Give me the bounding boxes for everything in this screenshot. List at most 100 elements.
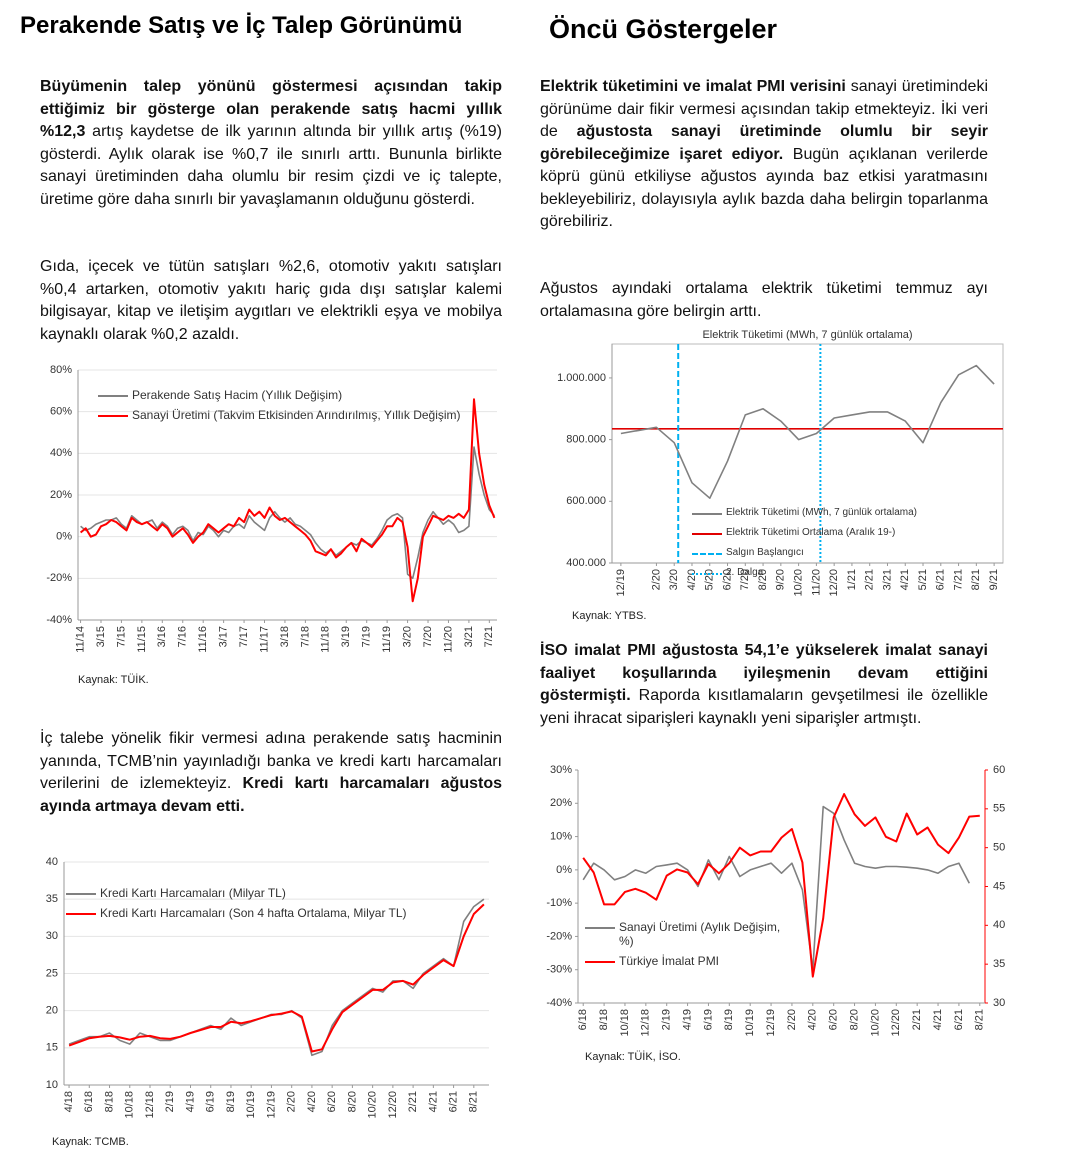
text-run: Gıda, içecek ve tütün satışları %2,6, ot… bbox=[40, 258, 502, 343]
x-tick-label: 12/20 bbox=[387, 1091, 399, 1119]
x-tick-label: 10/19 bbox=[245, 1091, 257, 1119]
text-run: Bugün açıklanan verilerde köprü günü etk… bbox=[540, 145, 989, 231]
chart-source: Kaynak: TCMB. bbox=[52, 1136, 129, 1148]
y-tick-label: 800.000 bbox=[566, 434, 606, 446]
x-tick-label: 4/21 bbox=[932, 1009, 944, 1030]
legend-label: Sanayi Üretimi (Aylık Değişim, %) bbox=[619, 920, 781, 948]
legend-label: Salgın Başlangıcı bbox=[726, 547, 804, 558]
x-tick-label: 2/21 bbox=[407, 1091, 419, 1112]
legend-entry: Kredi Kartı Harcamaları (Son 4 hafta Ort… bbox=[66, 906, 466, 920]
x-tick-label: 7/19 bbox=[361, 626, 373, 647]
x-tick-label: 7/21 bbox=[483, 626, 495, 647]
text-run: İSO imalat PMI ağustosta 54,1’e yükseler… bbox=[540, 642, 988, 704]
y2-tick-label: 50 bbox=[993, 842, 1005, 854]
x-tick-label: 11/18 bbox=[320, 626, 332, 653]
series-line bbox=[79, 398, 496, 603]
x-tick-label: 7/20 bbox=[422, 626, 434, 647]
x-tick-label: 2/21 bbox=[911, 1009, 923, 1030]
x-tick-label: 3/21 bbox=[881, 569, 893, 590]
y-tick-label: -20% bbox=[546, 930, 572, 942]
x-tick-label: 12/19 bbox=[615, 569, 627, 597]
x-tick-label: 7/21 bbox=[952, 569, 964, 590]
x-tick-label: 12/20 bbox=[890, 1009, 902, 1037]
x-tick-label: 7/15 bbox=[115, 626, 127, 647]
y-tick-label: -40% bbox=[46, 614, 72, 626]
text-run: Kredi kartı harcamaları ağustos ayında a… bbox=[40, 775, 502, 815]
legend: Sanayi Üretimi (Aylık Değişim, %) Türkiye… bbox=[585, 920, 785, 974]
x-tick-label: 6/20 bbox=[721, 569, 733, 590]
legend-swatch bbox=[692, 513, 722, 515]
legend-label: Kredi Kartı Harcamaları (Son 4 hafta Ort… bbox=[100, 906, 407, 920]
y-tick-label: 0% bbox=[556, 864, 572, 876]
x-tick-label: 3/16 bbox=[156, 626, 168, 647]
x-tick-label: 11/20 bbox=[442, 626, 454, 653]
y-tick-label: 40% bbox=[50, 447, 72, 459]
x-tick-label: 6/20 bbox=[828, 1009, 840, 1030]
x-tick-label: 3/17 bbox=[218, 626, 230, 647]
y-tick-label: 400.000 bbox=[566, 557, 606, 569]
y-tick-label: 30% bbox=[550, 764, 572, 776]
legend-entry: Elektrik Tüketimi (MWh, 7 günlük ortalam… bbox=[692, 506, 952, 520]
y-tick-label: 20% bbox=[550, 797, 572, 809]
x-tick-label: 7/20 bbox=[739, 569, 751, 590]
paragraph: Elektrik tüketimini ve imalat PMI verisi… bbox=[540, 76, 988, 234]
chart-source: Kaynak: YTBS. bbox=[572, 610, 647, 622]
legend-label: Elektrik Tüketimi (MWh, 7 günlük ortalam… bbox=[726, 507, 917, 518]
paragraph: Ağustos ayındaki ortalama elektrik tüket… bbox=[540, 278, 988, 323]
x-tick-label: 8/21 bbox=[970, 569, 982, 590]
x-tick-label: 6/18 bbox=[577, 1009, 589, 1030]
x-tick-label: 11/17 bbox=[258, 626, 270, 653]
x-tick-label: 4/19 bbox=[184, 1091, 196, 1112]
x-tick-label: 4/18 bbox=[63, 1091, 75, 1112]
y2-tick-label: 35 bbox=[993, 958, 1005, 970]
y-tick-label: 35 bbox=[46, 893, 58, 905]
text-run: Büyümenin talep yönünü göstermesi açısın… bbox=[40, 78, 502, 140]
text-run: İç talebe yönelik fikir vermesi adına pe… bbox=[40, 730, 502, 792]
y-tick-label: 600.000 bbox=[566, 495, 606, 507]
x-tick-label: 3/19 bbox=[340, 626, 352, 647]
text-run: Raporda kısıtlamaların gevşetilmesi ile … bbox=[540, 687, 988, 727]
paragraph: İç talebe yönelik fikir vermesi adına pe… bbox=[40, 728, 502, 818]
legend-swatch bbox=[98, 415, 128, 417]
y2-tick-label: 55 bbox=[993, 803, 1005, 815]
legend-swatch bbox=[692, 573, 722, 575]
y-tick-label: 80% bbox=[50, 364, 72, 376]
x-tick-label: 11/14 bbox=[74, 626, 86, 653]
series-line bbox=[80, 446, 496, 580]
legend-swatch bbox=[66, 893, 96, 895]
y2-tick-label: 45 bbox=[993, 880, 1005, 892]
legend: Perakende Satış Hacim (Yıllık Değişim) Sa… bbox=[98, 388, 468, 428]
legend-entry: Sanayi Üretimi (Takvim Etkisinden Arındı… bbox=[98, 408, 468, 422]
legend-swatch bbox=[692, 533, 722, 535]
legend-swatch bbox=[98, 395, 128, 397]
x-tick-label: 6/19 bbox=[205, 1091, 217, 1112]
series-line bbox=[582, 793, 980, 978]
legend-label: Türkiye İmalat PMI bbox=[619, 954, 720, 968]
x-tick-label: 2/20 bbox=[650, 569, 662, 590]
y-tick-label: -10% bbox=[546, 897, 572, 909]
x-tick-label: 8/21 bbox=[468, 1091, 480, 1112]
x-tick-label: 10/20 bbox=[869, 1009, 881, 1037]
x-tick-label: 3/20 bbox=[401, 626, 413, 647]
x-tick-label: 10/18 bbox=[124, 1091, 136, 1119]
x-tick-label: 7/17 bbox=[238, 626, 250, 647]
y2-tick-label: 40 bbox=[993, 919, 1005, 931]
x-tick-label: 8/20 bbox=[757, 569, 769, 590]
y-tick-label: -40% bbox=[546, 997, 572, 1009]
x-tick-label: 1/21 bbox=[846, 569, 858, 590]
x-tick-label: 12/19 bbox=[765, 1009, 777, 1037]
y-tick-label: 15 bbox=[46, 1042, 58, 1054]
paragraph: Büyümenin talep yönünü göstermesi açısın… bbox=[40, 76, 502, 211]
x-tick-label: 3/21 bbox=[463, 626, 475, 647]
x-tick-label: 3/20 bbox=[668, 569, 680, 590]
text-run: Ağustos ayındaki ortalama elektrik tüket… bbox=[540, 280, 988, 320]
x-tick-label: 8/20 bbox=[848, 1009, 860, 1030]
x-tick-label: 6/19 bbox=[702, 1009, 714, 1030]
y2-tick-label: 60 bbox=[993, 764, 1005, 776]
x-tick-label: 7/16 bbox=[177, 626, 189, 647]
y-tick-label: 40 bbox=[46, 856, 58, 868]
x-tick-label: 4/20 bbox=[306, 1091, 318, 1112]
y-tick-label: 30 bbox=[46, 930, 58, 942]
legend: Elektrik Tüketimi (MWh, 7 günlük ortalam… bbox=[692, 506, 952, 586]
